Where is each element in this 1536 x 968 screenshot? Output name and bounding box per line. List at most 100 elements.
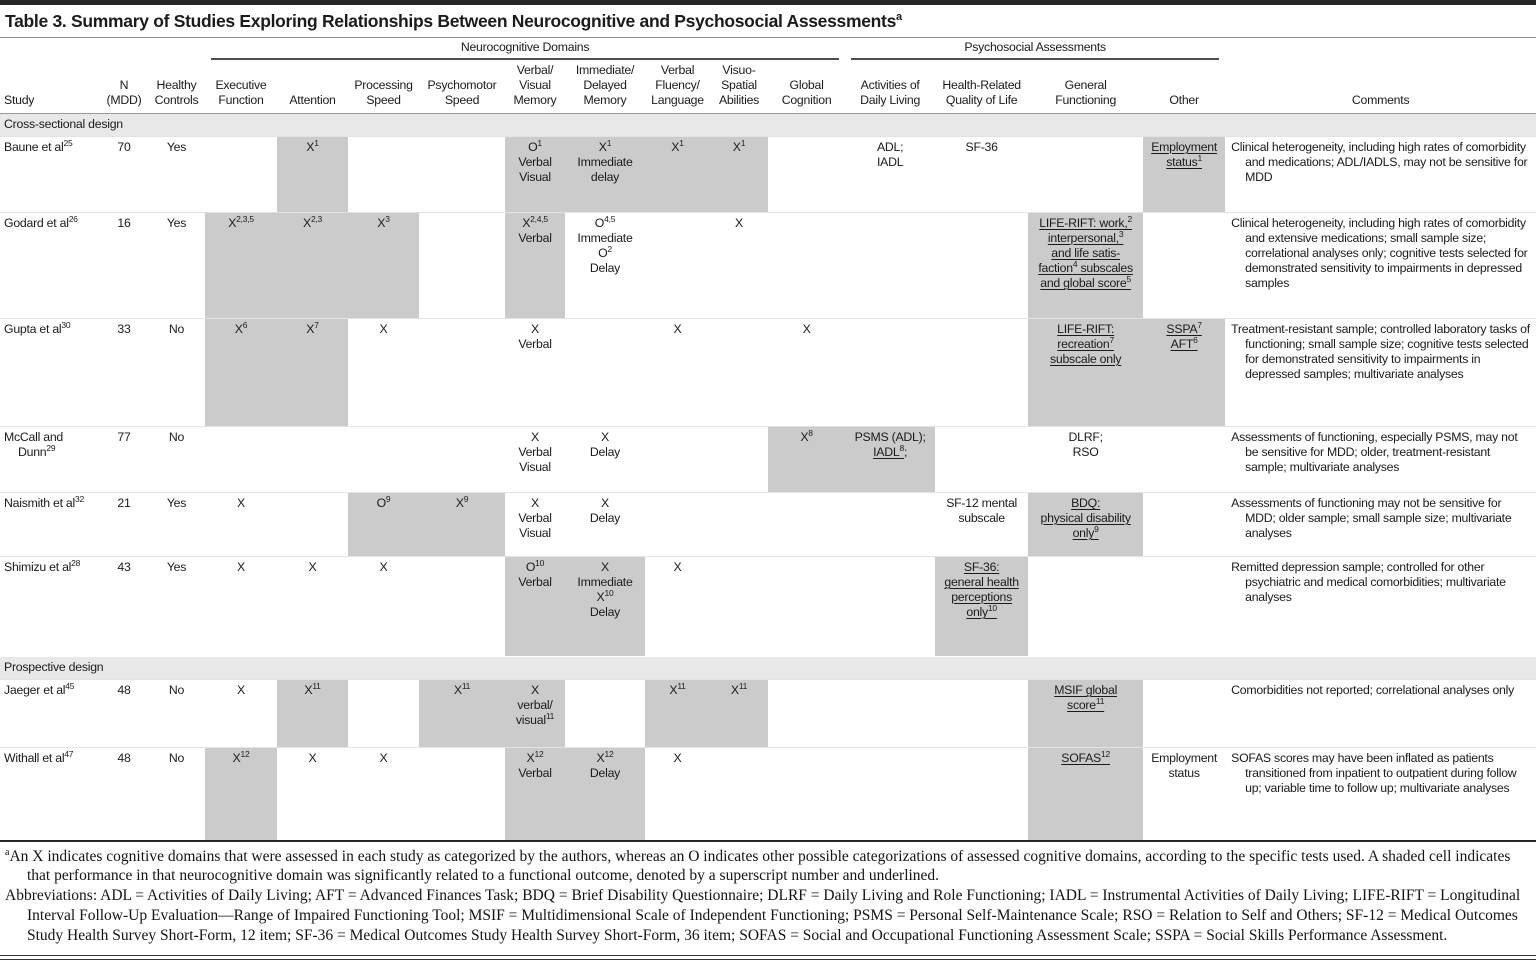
group-neurocognitive-domains: Neurocognitive Domains xyxy=(205,38,845,60)
column-header-hrqol: Health-Related Quality of Life xyxy=(935,60,1029,114)
cell-attn: X7 xyxy=(277,318,348,427)
cell-comments-text: Remitted depression sample; controlled f… xyxy=(1231,560,1506,604)
cell-glob xyxy=(768,492,846,557)
cell-comments: Assessments of functioning may not be se… xyxy=(1225,492,1536,557)
cell-other: SSPA7 AFT6 xyxy=(1143,318,1226,427)
cell-vspat: X11 xyxy=(710,679,768,748)
cell-adl xyxy=(845,492,936,557)
section-row: Cross-sectional design xyxy=(0,113,1536,137)
cell-psych xyxy=(419,556,505,657)
cell-vspat-text: X xyxy=(735,216,743,230)
cell-idmem: X Immediate X10 Delay xyxy=(565,556,645,657)
cell-psych: X11 xyxy=(419,679,505,748)
cell-n-text: 43 xyxy=(117,560,131,574)
cell-study: Withall et al47 xyxy=(0,747,100,840)
column-header-idmem: Immediate/Delayed Memory xyxy=(565,60,645,114)
cell-n: 48 xyxy=(100,679,148,748)
cell-idmem-text: X Delay xyxy=(589,496,621,525)
cell-genfun-text: LIFE-RIFT: work,2 interpersonal,3 and life… xyxy=(1038,213,1133,290)
cell-exec-text: X6 xyxy=(234,319,248,336)
cell-study-text: Jaeger et al45 xyxy=(4,680,75,697)
cell-glob xyxy=(768,679,846,748)
cell-hrqol: SF-36 xyxy=(935,136,1029,213)
section-label: Cross-sectional design xyxy=(0,113,1536,137)
cell-vflang xyxy=(645,426,710,493)
cell-other-text: Employment status1 xyxy=(1151,140,1218,169)
cell-comments: SOFAS scores may have been inflated as p… xyxy=(1225,747,1536,840)
cell-vspat xyxy=(710,492,768,557)
cell-vvmem-text: O10 Verbal xyxy=(518,557,552,589)
cell-exec xyxy=(205,426,277,493)
cell-vvmem: X Verbal Visual xyxy=(505,492,565,557)
cell-comments: Assessments of functioning, especially P… xyxy=(1225,426,1536,493)
cell-n: 70 xyxy=(100,136,148,213)
cell-attn-text: X7 xyxy=(306,319,319,336)
cell-other xyxy=(1143,212,1226,319)
cell-attn-text: X xyxy=(308,560,317,574)
cell-vflang-text: X xyxy=(673,322,682,336)
cell-genfun xyxy=(1028,136,1144,213)
cell-vvmem-text: X12 Verbal xyxy=(518,748,552,780)
study-row: Gupta et al30 33 No X6 X7 X X Verbal X X LIFE-RIFT… xyxy=(0,318,1536,427)
cell-adl xyxy=(845,318,936,427)
column-header-vflang: Verbal Fluency/Language xyxy=(645,60,710,114)
footnote-1: aAn X indicates cognitive domains that w… xyxy=(5,846,1511,885)
cell-glob: X xyxy=(768,318,846,427)
cell-n: 43 xyxy=(100,556,148,657)
cell-attn: X xyxy=(277,556,348,657)
top-rule xyxy=(0,0,1536,5)
cell-adl xyxy=(845,679,936,748)
cell-idmem: X Delay xyxy=(565,492,645,557)
cell-vflang: X11 xyxy=(645,679,710,748)
cell-hc: No xyxy=(148,318,205,427)
cell-hc: Yes xyxy=(148,556,205,657)
cell-exec: X12 xyxy=(205,747,277,840)
column-header-attn: Attention xyxy=(277,60,348,114)
cell-exec-text: X12 xyxy=(232,748,250,765)
cell-other-text: Employment status xyxy=(1151,751,1218,780)
cell-glob xyxy=(768,136,846,213)
cell-idmem: X Delay xyxy=(565,426,645,493)
cell-study-text: Withall et al47 xyxy=(4,748,74,765)
cell-genfun: DLRF; RSO xyxy=(1028,426,1144,493)
cell-exec: X xyxy=(205,492,277,557)
cell-adl: PSMS (ADL); IADL8; xyxy=(845,426,936,493)
cell-hc-text: No xyxy=(168,751,185,765)
cell-hrqol xyxy=(935,426,1029,493)
study-row: Shimizu et al28 43 Yes X X X O10 Verbal X Immedia… xyxy=(0,556,1536,657)
cell-n-text: 21 xyxy=(117,496,131,510)
cell-hrqol xyxy=(935,318,1029,427)
cell-hc: No xyxy=(148,426,205,493)
cell-study: McCall and Dunn29 xyxy=(0,426,100,493)
cell-adl-text: ADL; IADL xyxy=(876,140,904,169)
cell-proc xyxy=(348,136,419,213)
cell-proc: X xyxy=(348,747,419,840)
cell-other xyxy=(1143,492,1226,557)
cell-exec-text: X xyxy=(237,496,245,510)
cell-genfun-text: LIFE-RIFT: recreation7 subscale only xyxy=(1049,322,1122,366)
cell-vflang-text: X xyxy=(673,560,682,574)
cell-proc xyxy=(348,426,419,493)
column-header-vspat: Visuo- Spatial Abilities xyxy=(710,60,768,114)
cell-study: Jaeger et al45 xyxy=(0,679,100,748)
cell-other: Employment status xyxy=(1143,747,1226,840)
cell-genfun: LIFE-RIFT: work,2 interpersonal,3 and life… xyxy=(1028,212,1144,319)
footnote-2: Abbreviations: ADL = Activities of Daily… xyxy=(5,887,1521,944)
cell-idmem xyxy=(565,318,645,427)
group-spacer xyxy=(1225,38,1536,60)
cell-attn: X xyxy=(277,747,348,840)
cell-vspat: X xyxy=(710,212,768,319)
cell-idmem-text: X Immediate X10 Delay xyxy=(577,560,633,619)
cell-attn-text: X2,3 xyxy=(302,213,323,230)
column-header-adl: Activities of Daily Living xyxy=(845,60,936,114)
cell-hc-text: No xyxy=(168,683,185,697)
cell-vflang: X1 xyxy=(645,136,710,213)
cell-idmem-text: O4,5 Immediate O2 Delay xyxy=(577,213,633,275)
cell-genfun-text: MSIF global score11 xyxy=(1054,683,1118,712)
column-header-genfun: General Functioning xyxy=(1028,60,1144,114)
column-header-comments: Comments xyxy=(1225,60,1536,114)
cell-glob-text: X8 xyxy=(800,427,813,444)
cell-exec: X6 xyxy=(205,318,277,427)
